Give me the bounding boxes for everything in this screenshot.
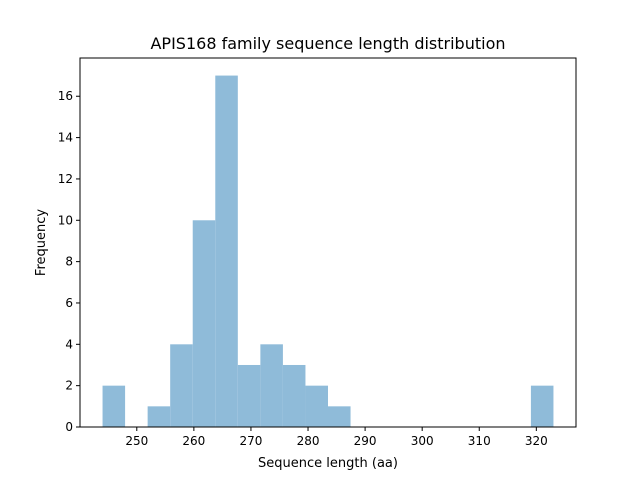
- histogram-bar: [282, 364, 306, 427]
- histogram-bar: [147, 406, 171, 427]
- histogram-bar: [237, 364, 261, 427]
- x-tick: 260: [182, 427, 205, 448]
- y-tick: 8: [65, 255, 80, 269]
- histogram-bar: [260, 344, 283, 427]
- y-tick-label: 10: [58, 213, 73, 227]
- y-tick-label: 0: [65, 420, 73, 434]
- chart-title: APIS168 family sequence length distribut…: [150, 34, 505, 53]
- x-tick-label: 280: [297, 434, 320, 448]
- x-tick: 290: [354, 427, 377, 448]
- histogram-bar: [170, 344, 193, 427]
- x-tick-label: 270: [239, 434, 262, 448]
- y-tick-label: 2: [65, 379, 73, 393]
- x-tick: 300: [411, 427, 434, 448]
- y-tick: 16: [58, 89, 80, 103]
- x-tick-label: 300: [411, 434, 434, 448]
- y-tick-label: 4: [65, 337, 73, 351]
- x-tick-label: 250: [125, 434, 148, 448]
- x-tick: 280: [297, 427, 320, 448]
- x-axis-label: Sequence length (aa): [258, 456, 398, 471]
- x-tick: 250: [125, 427, 148, 448]
- y-tick: 4: [65, 337, 80, 351]
- x-tick: 320: [525, 427, 548, 448]
- histogram-bar: [305, 385, 328, 427]
- y-tick-label: 8: [65, 255, 73, 269]
- x-tick: 270: [239, 427, 262, 448]
- y-tick-label: 12: [58, 172, 73, 186]
- y-tick: 6: [65, 296, 80, 310]
- x-tick-label: 320: [525, 434, 548, 448]
- histogram-bar: [328, 406, 351, 427]
- x-tick: 310: [468, 427, 491, 448]
- y-tick: 10: [58, 213, 80, 227]
- y-tick-label: 16: [58, 89, 73, 103]
- histogram-bar: [530, 385, 554, 427]
- y-tick-label: 6: [65, 296, 73, 310]
- x-tick-label: 260: [182, 434, 205, 448]
- histogram-bar: [192, 220, 216, 427]
- y-tick: 12: [58, 172, 80, 186]
- x-tick-label: 290: [354, 434, 377, 448]
- x-tick-label: 310: [468, 434, 491, 448]
- histogram-bar: [102, 385, 126, 427]
- y-tick: 14: [58, 131, 80, 145]
- y-tick: 0: [65, 420, 80, 434]
- y-axis-label: Frequency: [34, 209, 49, 276]
- histogram-bar: [215, 75, 238, 428]
- plot-frame: [79, 57, 577, 428]
- y-tick: 2: [65, 379, 80, 393]
- y-tick-label: 14: [58, 131, 73, 145]
